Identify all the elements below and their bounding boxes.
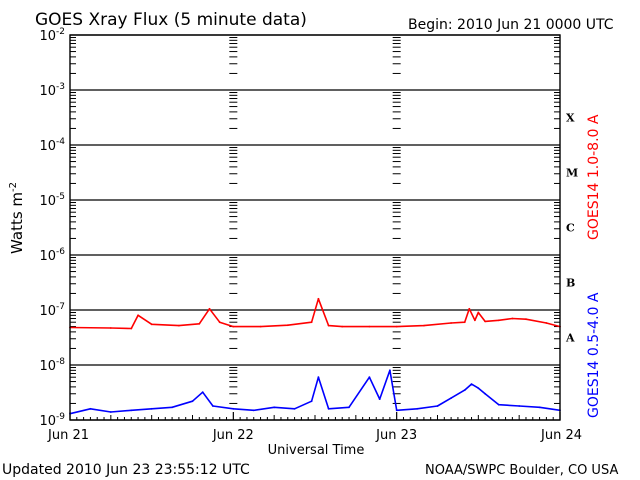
series-point [212, 405, 214, 407]
series-point [436, 405, 439, 407]
series-point [137, 314, 140, 317]
y-tick-labels: 10-9 10-8 10-7 10-6 10-5 10-4 10-3 10-2 [39, 27, 65, 429]
footer-credit: NOAA/SWPC Boulder, CO USA [425, 463, 618, 478]
y-tick-label: 10-5 [39, 192, 65, 209]
series-point [450, 397, 452, 399]
series-point [395, 409, 398, 412]
flare-class-a: A [565, 332, 575, 345]
series-point [286, 324, 289, 327]
series-point [484, 392, 486, 395]
y-tick-label: 10-4 [39, 137, 65, 154]
series-point [497, 403, 500, 406]
y-axis-label: Watts m-2 [8, 182, 26, 254]
series-point [310, 400, 313, 403]
x-tick-label: Jun 23 [375, 428, 417, 443]
series-point [545, 322, 548, 324]
series-point [341, 325, 344, 328]
x-tick-label: Jun 22 [212, 428, 254, 443]
series-point [317, 376, 320, 379]
series-point [198, 322, 201, 325]
series-point [518, 405, 521, 407]
series-point [463, 389, 466, 391]
series-point [130, 409, 133, 412]
series-point [191, 400, 194, 403]
y-tick-label: 10-2 [39, 27, 65, 44]
series-point [477, 311, 480, 314]
series-point [293, 407, 296, 410]
series-point [470, 383, 473, 385]
series-point [497, 319, 500, 322]
series-point [416, 407, 418, 410]
series-point [511, 317, 514, 320]
series-point [232, 325, 235, 328]
footer-updated: Updated 2010 Jun 23 23:55:12 UTC [2, 462, 250, 478]
series-point [525, 318, 527, 321]
x-tick-label: Jun 21 [47, 428, 89, 443]
x-tick-labels: Jun 21 Jun 22 Jun 23 Jun 24 [47, 428, 582, 443]
series-line-short-channel [69, 369, 561, 415]
series-point [395, 325, 398, 328]
series-point [317, 297, 320, 300]
y-tick-label: 10-6 [39, 247, 65, 264]
series-point [252, 409, 255, 412]
series-point [130, 327, 133, 330]
flare-class-x: X [566, 112, 575, 125]
series-point [89, 407, 92, 410]
series-point [477, 387, 480, 389]
x-axis-label: Universal Time [268, 443, 365, 458]
y-tick-label: 10-7 [39, 302, 65, 319]
chart-title: GOES Xray Flux (5 minute data) [35, 10, 307, 30]
series-point [232, 407, 235, 410]
series-point [538, 406, 541, 409]
series-point [171, 406, 174, 409]
series-layer [69, 297, 561, 415]
y-tick-label: 10-9 [39, 412, 65, 429]
series-point [259, 325, 262, 328]
series-point [109, 327, 112, 329]
legend-short-channel: GOES14 0.5-4.0 A [586, 292, 602, 418]
series-point [348, 406, 350, 409]
series-point [468, 307, 471, 310]
series-point [208, 307, 211, 310]
series-point [463, 321, 466, 324]
series-line-long-channel [69, 297, 561, 330]
series-point [327, 324, 330, 327]
series-point [273, 406, 276, 409]
series-point [484, 320, 486, 323]
series-point [150, 407, 153, 410]
series-point [327, 407, 330, 410]
x-tick-label: Jun 24 [540, 428, 582, 443]
series-point [368, 325, 371, 328]
series-point [368, 376, 371, 379]
begin-label: Begin: 2010 Jun 21 0000 UTC [408, 17, 614, 33]
series-point [474, 319, 476, 322]
series-point [389, 369, 391, 372]
flare-class-b: B [566, 277, 575, 290]
series-point [218, 321, 221, 324]
legend-long-channel: GOES14 1.0-8.0 A [586, 114, 602, 240]
series-point [178, 324, 180, 327]
y-tick-label: 10-3 [39, 82, 65, 99]
plot-frame [69, 34, 561, 421]
series-point [150, 323, 153, 326]
series-point [109, 411, 112, 413]
flare-class-labels: X M C B A [565, 112, 578, 345]
series-point [310, 321, 313, 324]
flare-class-m: M [566, 167, 578, 180]
series-point [423, 324, 425, 327]
series-point [450, 322, 452, 324]
series-point [378, 398, 381, 400]
series-point [201, 391, 204, 394]
y-tick-label: 10-8 [39, 357, 65, 374]
flare-class-c: C [566, 222, 575, 235]
